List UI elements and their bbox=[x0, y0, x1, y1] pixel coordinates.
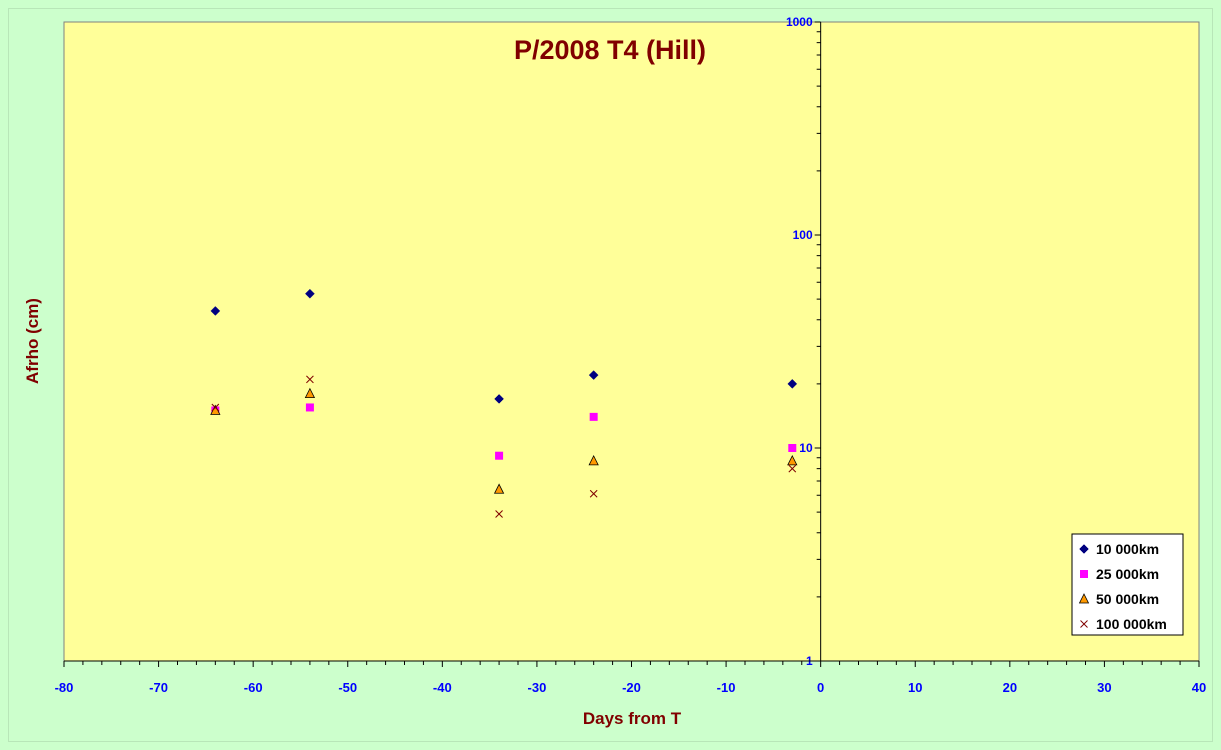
legend-marker bbox=[1078, 593, 1090, 604]
x-tick-label: 30 bbox=[1097, 680, 1111, 695]
x-tick-label: -20 bbox=[622, 680, 641, 695]
x-tick-label: 10 bbox=[908, 680, 922, 695]
y-axis-label: Afrho (cm) bbox=[23, 298, 42, 384]
data-point bbox=[788, 444, 797, 452]
x-marker-stroke bbox=[211, 403, 220, 412]
legend: 10 000km 25 000km 50 000km 100 000km bbox=[1071, 533, 1184, 636]
data-point bbox=[589, 489, 598, 498]
series-diamond bbox=[210, 288, 798, 404]
axes bbox=[64, 22, 1199, 662]
data-point bbox=[210, 306, 221, 316]
data-point bbox=[493, 483, 505, 494]
x-tick-label: -30 bbox=[528, 680, 547, 695]
x-marker-stroke bbox=[589, 489, 598, 498]
x-tick-label: 0 bbox=[817, 680, 824, 695]
y-tick-label: 100 bbox=[793, 228, 813, 242]
data-point bbox=[494, 394, 504, 404]
legend-label: 100 000km bbox=[1096, 616, 1167, 632]
x-tick-label: -50 bbox=[338, 680, 357, 695]
data-point bbox=[305, 288, 315, 299]
legend-marker bbox=[1080, 570, 1088, 578]
data-point bbox=[495, 451, 504, 460]
legend-marker bbox=[1080, 620, 1088, 628]
data-point bbox=[787, 379, 798, 389]
x-axis-label: Days from T bbox=[583, 709, 682, 728]
x-tick-label: -70 bbox=[149, 680, 168, 695]
legend-entry: 100 000km bbox=[1080, 616, 1167, 632]
legend-entry: 25 000km bbox=[1080, 566, 1159, 582]
legend-label: 25 000km bbox=[1096, 566, 1159, 582]
chart-frame bbox=[8, 8, 1213, 742]
legend-label: 50 000km bbox=[1096, 591, 1159, 607]
data-point bbox=[495, 510, 503, 518]
data-points bbox=[210, 288, 798, 518]
y-tick-label: 10 bbox=[799, 441, 813, 455]
x-marker-stroke bbox=[1080, 620, 1088, 628]
chart-title: P/2008 T4 (Hill) bbox=[514, 35, 706, 65]
series-x bbox=[211, 375, 797, 518]
x-tick-label: 20 bbox=[1003, 680, 1017, 695]
data-point bbox=[588, 370, 599, 380]
data-point bbox=[788, 464, 797, 473]
legend-label: 10 000km bbox=[1096, 541, 1159, 557]
legend-entry: 50 000km bbox=[1078, 591, 1159, 607]
data-point bbox=[588, 454, 599, 466]
x-tick-label: -80 bbox=[55, 680, 74, 695]
x-tick-label: -60 bbox=[244, 680, 263, 695]
data-point bbox=[589, 412, 598, 421]
y-tick-label: 1000 bbox=[786, 15, 813, 29]
data-point bbox=[305, 403, 314, 412]
x-tick-label: -10 bbox=[717, 680, 736, 695]
series-triangle bbox=[210, 387, 798, 494]
data-point bbox=[306, 375, 314, 384]
plot-area bbox=[63, 21, 1200, 662]
legend-entry: 10 000km bbox=[1079, 541, 1159, 557]
data-point bbox=[304, 387, 316, 399]
data-point bbox=[211, 403, 220, 412]
legend-marker bbox=[1079, 544, 1089, 554]
x-marker-stroke bbox=[788, 464, 797, 473]
legend-box bbox=[1071, 533, 1184, 636]
x-marker-stroke bbox=[306, 375, 314, 384]
data-point bbox=[787, 454, 798, 466]
x-tick-label: -40 bbox=[433, 680, 452, 695]
x-marker-stroke bbox=[495, 510, 503, 518]
x-tick-label: 40 bbox=[1192, 680, 1206, 695]
